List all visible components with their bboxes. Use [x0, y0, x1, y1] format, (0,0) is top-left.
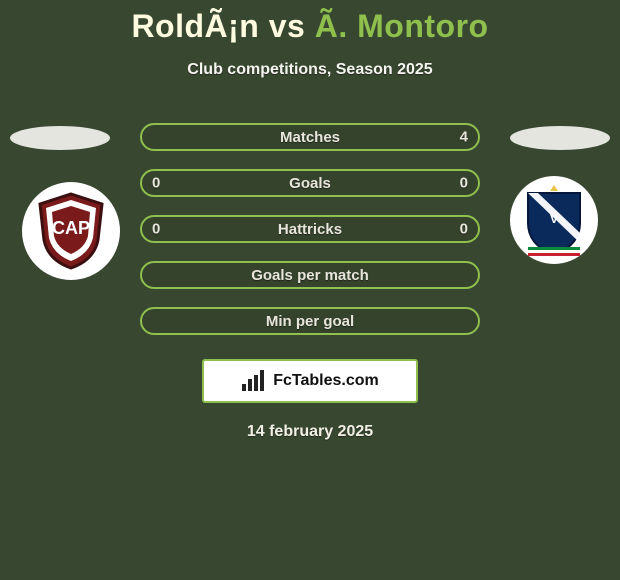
stat-right-value: 4 — [460, 129, 468, 146]
comparison-date: 14 february 2025 — [0, 423, 620, 441]
stat-label: Goals per match — [251, 267, 369, 284]
stat-row: Matches 4 — [140, 123, 480, 151]
stat-label: Min per goal — [266, 313, 354, 330]
player2-name: Ã. Montoro — [315, 8, 489, 44]
page-title: RoldÃ¡n vs Ã. Montoro — [0, 8, 620, 45]
player2-avatar-placeholder — [510, 126, 610, 150]
stat-left-value: 0 — [152, 175, 160, 192]
cap-shield-icon: CAP — [36, 192, 106, 270]
subtitle: Club competitions, Season 2025 — [0, 61, 620, 79]
brand-text: FcTables.com — [273, 372, 379, 390]
vz-shield-icon: V — [522, 183, 586, 257]
svg-text:V: V — [550, 212, 558, 226]
stat-right-value: 0 — [460, 175, 468, 192]
stat-right-value: 0 — [460, 221, 468, 238]
stat-row: 0 Hattricks 0 — [140, 215, 480, 243]
vs-label: vs — [269, 8, 306, 44]
club-crest-left: CAP — [22, 182, 120, 280]
brand-badge: FcTables.com — [202, 359, 418, 403]
stat-row: 0 Goals 0 — [140, 169, 480, 197]
stat-label: Hattricks — [278, 221, 342, 238]
stat-row: Goals per match — [140, 261, 480, 289]
player1-avatar-placeholder — [10, 126, 110, 150]
stat-label: Matches — [280, 129, 340, 146]
stat-label: Goals — [289, 175, 331, 192]
svg-text:CAP: CAP — [52, 218, 90, 238]
club-crest-right: V — [510, 176, 598, 264]
bars-icon — [241, 370, 267, 392]
stat-row: Min per goal — [140, 307, 480, 335]
player1-name: RoldÃ¡n — [131, 8, 259, 44]
stat-left-value: 0 — [152, 221, 160, 238]
